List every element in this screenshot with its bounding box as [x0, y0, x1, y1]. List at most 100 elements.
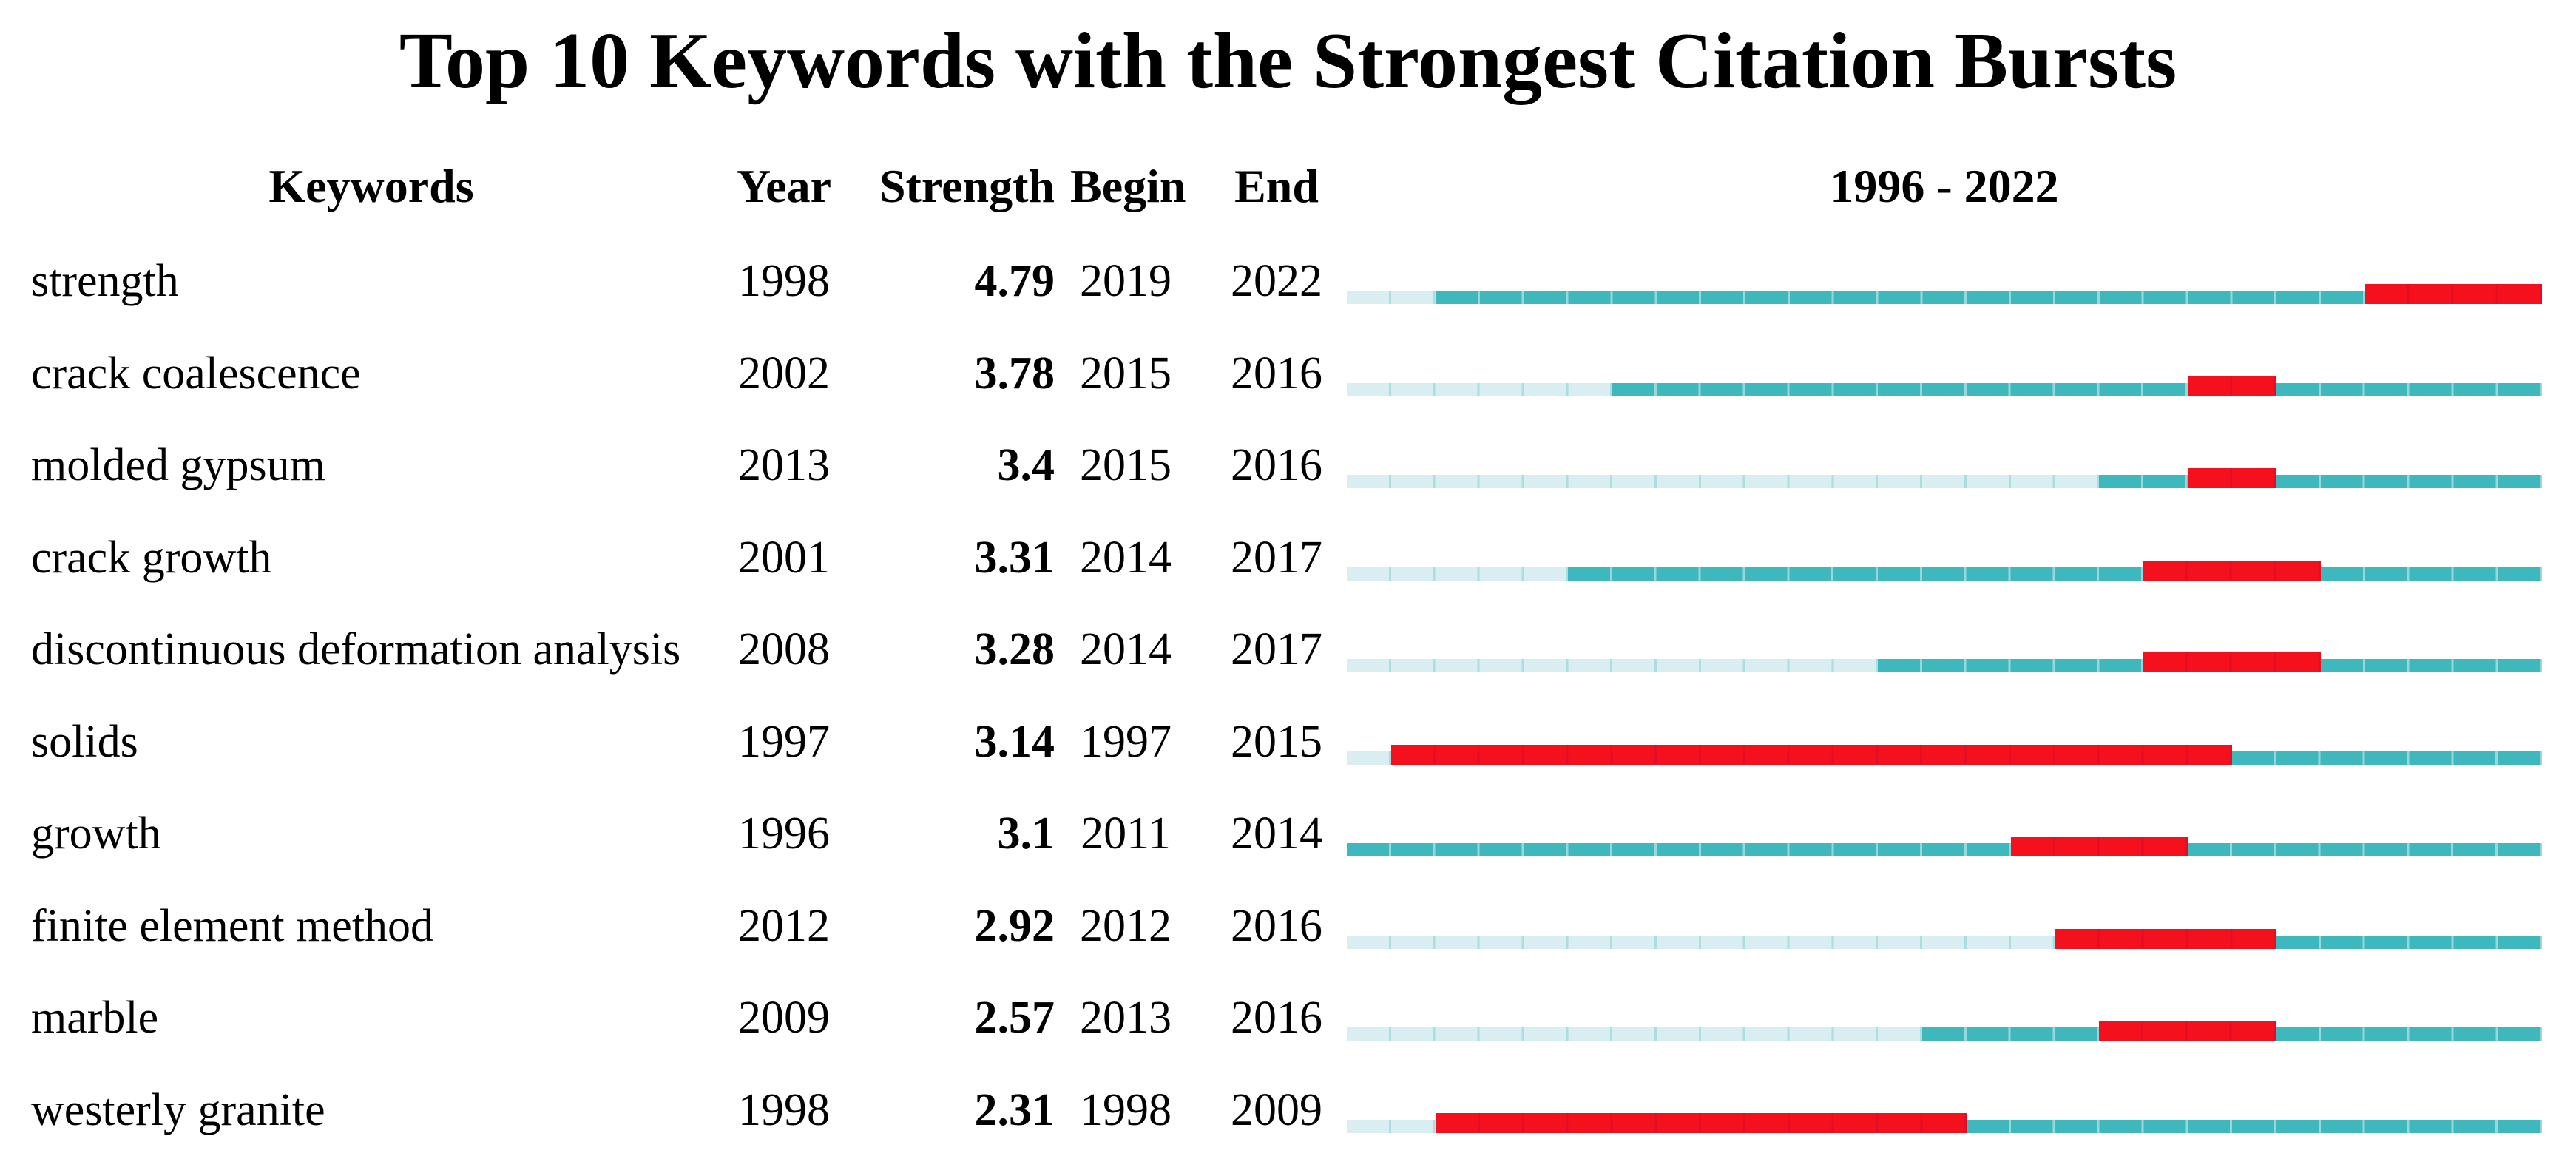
strength-cell: 3.4: [997, 440, 1055, 491]
bar-segment-active: [1878, 659, 2144, 673]
bar-segment-active: [2232, 751, 2542, 765]
bar-segment-active: [1347, 843, 2011, 857]
strength-cell: 2.92: [974, 900, 1055, 951]
timeline-bar: [1347, 284, 2542, 304]
begin-cell: 2012: [1080, 900, 1172, 951]
bar-segment-active: [1612, 382, 2188, 396]
year-cell: 2008: [738, 624, 830, 675]
begin-cell: 1998: [1080, 1085, 1172, 1136]
bar-segment-active: [2276, 382, 2542, 396]
timeline-bar: [1347, 468, 2542, 489]
year-cell: 2002: [738, 348, 830, 399]
year-cell: 1998: [738, 256, 830, 306]
bar-segment-pale: [1347, 659, 1879, 673]
timeline-bar: [1347, 837, 2542, 857]
keyword-cell: strength: [31, 256, 179, 306]
bar-segment-active: [1922, 1027, 2100, 1041]
timeline-bar: [1347, 1113, 2542, 1134]
end-cell: 2009: [1231, 1085, 1322, 1136]
end-cell: 2016: [1231, 440, 1322, 491]
keyword-cell: discontinuous deformation analysis: [31, 624, 681, 675]
column-header-end: End: [1234, 160, 1319, 212]
end-cell: 2014: [1231, 808, 1322, 859]
column-header-keywords: Keywords: [268, 160, 474, 212]
bar-segment-active: [2276, 1027, 2542, 1041]
bar-segment-burst: [2010, 837, 2188, 857]
end-cell: 2016: [1231, 348, 1322, 399]
bar-segment-pale: [1347, 291, 1436, 304]
keyword-cell: crack coalescence: [31, 348, 361, 399]
strength-cell: 3.31: [974, 532, 1055, 583]
table-row: molded gypsum 2013 3.4 2015 2016: [0, 436, 2576, 527]
timeline-bar: [1347, 744, 2542, 765]
table-row: solids 1997 3.14 1997 2015: [0, 712, 2576, 804]
bar-segment-active: [1568, 567, 2144, 581]
bar-segment-burst: [2364, 284, 2542, 304]
strength-cell: 4.79: [974, 256, 1055, 306]
bar-segment-active: [2188, 843, 2542, 857]
bar-segment-burst: [2099, 1021, 2276, 1041]
strength-cell: 2.57: [974, 993, 1055, 1044]
bar-segment-pale: [1347, 567, 1569, 581]
strength-cell: 3.28: [974, 624, 1055, 675]
keyword-cell: molded gypsum: [31, 440, 325, 491]
bar-segment-burst: [2188, 468, 2276, 489]
table-row: strength 1998 4.79 2019 2022: [0, 251, 2576, 343]
begin-cell: 2015: [1080, 440, 1172, 491]
keyword-cell: crack growth: [31, 532, 272, 583]
timeline-bar: [1347, 376, 2542, 396]
keyword-cell: marble: [31, 993, 159, 1044]
table-row: marble 2009 2.57 2013 2016: [0, 988, 2576, 1080]
keyword-cell: solids: [31, 716, 138, 767]
year-cell: 2009: [738, 993, 830, 1044]
begin-cell: 2011: [1081, 808, 1171, 859]
begin-cell: 2014: [1080, 624, 1172, 675]
table-row: westerly granite 1998 2.31 1998 2009: [0, 1081, 2576, 1159]
bar-segment-pale: [1347, 1120, 1436, 1134]
keyword-cell: westerly granite: [31, 1085, 325, 1136]
keyword-cell: finite element method: [31, 900, 434, 951]
bar-segment-burst: [2055, 928, 2276, 949]
table-row: discontinuous deformation analysis 2008 3.…: [0, 620, 2576, 712]
begin-cell: 2019: [1080, 256, 1172, 306]
bar-segment-active: [2276, 475, 2542, 489]
column-header-strength: Strength: [879, 160, 1055, 212]
timeline-bar: [1347, 1021, 2542, 1041]
bar-segment-pale: [1347, 475, 2100, 489]
year-cell: 2013: [738, 440, 830, 491]
table-row: crack coalescence 2002 3.78 2015 2016: [0, 344, 2576, 436]
strength-cell: 3.14: [974, 716, 1055, 767]
bar-segment-pale: [1347, 382, 1613, 396]
year-cell: 2012: [738, 900, 830, 951]
bar-segment-burst: [2143, 652, 2321, 673]
column-header-year: Year: [737, 160, 831, 212]
table-row: finite element method 2012 2.92 2012 2016: [0, 896, 2576, 988]
bar-segment-active: [2320, 567, 2542, 581]
begin-cell: 2014: [1080, 532, 1172, 583]
strength-cell: 3.78: [974, 348, 1055, 399]
timeline-bar: [1347, 928, 2542, 949]
bar-segment-pale: [1347, 1027, 1923, 1041]
bar-segment-active: [2320, 659, 2542, 673]
end-cell: 2016: [1231, 900, 1322, 951]
chart-title: Top 10 Keywords with the Strongest Citat…: [399, 17, 2177, 105]
year-cell: 1996: [738, 808, 830, 859]
end-cell: 2017: [1231, 624, 1322, 675]
bar-segment-burst: [2188, 376, 2276, 396]
table-row: growth 1996 3.1 2011 2014: [0, 804, 2576, 896]
column-header-timeline-range: 1996 - 2022: [1830, 160, 2059, 212]
year-cell: 1998: [738, 1085, 830, 1136]
bar-segment-active: [2099, 475, 2188, 489]
year-cell: 1997: [738, 716, 830, 767]
bar-segment-active: [1435, 291, 2365, 304]
strength-cell: 2.31: [974, 1085, 1055, 1136]
table-row: crack growth 2001 3.31 2014 2017: [0, 528, 2576, 620]
bar-segment-burst: [1435, 1113, 1967, 1134]
keyword-cell: growth: [31, 808, 161, 859]
bar-segment-active: [1966, 1120, 2542, 1134]
bar-segment-burst: [1390, 744, 2233, 765]
begin-cell: 1997: [1080, 716, 1172, 767]
strength-cell: 3.1: [997, 808, 1055, 859]
end-cell: 2022: [1231, 256, 1322, 306]
timeline-bar: [1347, 560, 2542, 581]
